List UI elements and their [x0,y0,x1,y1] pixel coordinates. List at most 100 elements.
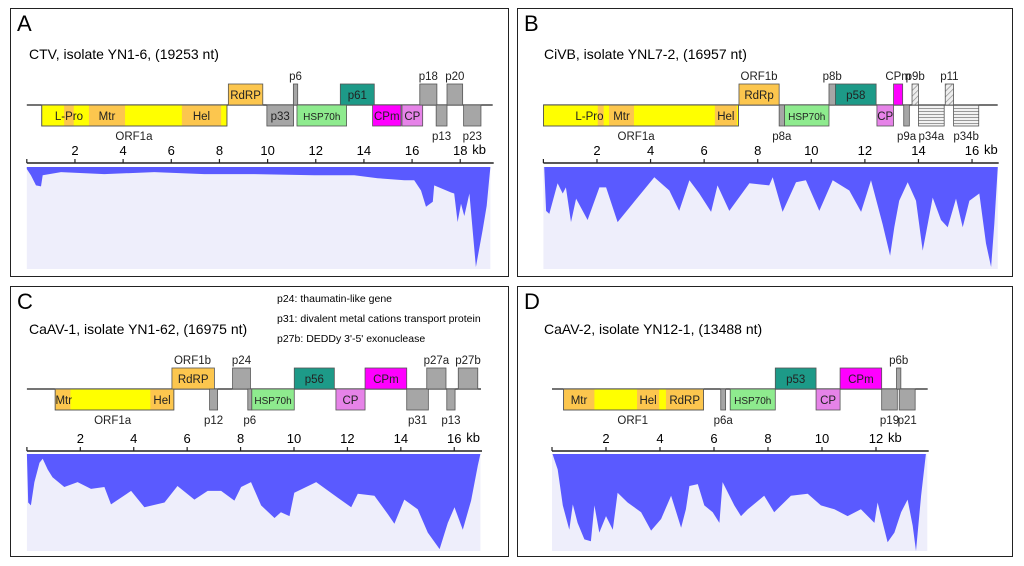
axis-tick-label: 8 [216,143,223,158]
gene-box [426,367,447,390]
axis-tick-label: 12 [340,431,354,446]
orf-label: ORF1a [94,415,132,427]
gene-box [893,83,904,106]
axis-unit-label: kb [466,430,480,445]
gene-label: RdRP [178,374,209,386]
gene-label: p9a [897,131,917,143]
axis-tick-label: 2 [77,431,84,446]
gene-box [828,83,836,106]
note-p24: p24: thaumatin-like gene [277,293,392,305]
gene-rdrp: RdRp [738,83,780,106]
gene-box [171,367,215,390]
axis-tick-label: 8 [764,431,771,446]
axis-tick-label: 10 [287,431,301,446]
note-p27b: p27b: DEDDy 3'-5' exonuclease [277,333,426,345]
domain-shade [181,105,222,126]
gene-label: HSP70h [788,112,825,123]
gene-box [247,388,253,411]
gene-label: p8b [823,71,842,83]
gene-orf1a: L-Pro Mtr Hel [542,104,739,127]
gene-label: p34b [953,131,979,143]
gene-box [446,388,456,411]
gene-box [457,367,479,390]
gene-orf1a: L-Pro Mtr Hel [41,104,228,127]
gene-box [898,388,916,411]
gene-box [209,388,219,411]
gene-label: HSP70h [254,396,291,407]
gene-box [335,388,366,411]
domain-shade [88,105,126,126]
gene-box [835,83,877,106]
panel-subtitle: CTV, isolate YN1-6, (19253 nt) [29,46,219,62]
domain-shade [637,389,660,410]
panel-subtitle: CaAV-1, isolate YN1-62, (16975 nt) [29,321,248,337]
gene-label: p21 [898,415,917,427]
axis-tick-label: 8 [237,431,244,446]
gene-label: CPm [848,374,874,386]
gene-label: p6a [714,415,734,427]
gene-box [232,367,251,390]
gene-p6b: p6b [889,355,908,390]
axis-unit-label: kb [472,142,486,157]
gene-label: p13 [432,131,451,143]
gene-box [918,104,945,127]
gene-box [896,367,902,390]
gene-label: CP [877,111,893,123]
gene-box [364,367,408,390]
panel-letter: D [524,289,540,314]
gene-cpm: CPm [885,71,911,106]
gene-box [876,104,894,127]
gene-p23: p23 [463,104,482,143]
axis-tick-label: 12 [858,143,872,158]
axis-tick-label: 12 [309,143,323,158]
axis-tick-label: 14 [357,143,371,158]
domain-shade [64,105,74,126]
axis-tick-label: 6 [701,143,708,158]
gene-label: p24 [232,355,252,367]
coverage-area [26,454,481,550]
gene-p19: p19 [880,388,899,427]
gene-cp: CP [815,388,841,411]
gene-label: CPm [373,374,399,386]
panel-letter: C [17,289,33,314]
gene-box [815,388,841,411]
axis-unit-label: kb [984,142,998,157]
domain-label: Hel [717,111,734,123]
note-p31: p31: divalent metal cations transport pr… [277,313,481,325]
gene-box [401,104,424,127]
gene-p34a: p34a [918,104,945,143]
orf-label: ORF1b [174,355,211,367]
gene-p13: p13 [441,388,461,427]
gene-box [446,83,464,106]
gene-box [296,104,347,127]
panel-b: B CiVB, isolate YNL7-2, (16957 nt) L-Pro… [517,8,1013,277]
axis-tick-label: 2 [593,143,600,158]
orf-label: ORF1 [617,415,648,427]
gene-p56: p56 [293,367,335,390]
gene-hsp70h: HSP70h [296,104,347,127]
axis-tick-label: 8 [754,143,761,158]
gene-label: p12 [204,415,223,427]
gene-box [251,388,295,411]
gene-p27b: p27b [455,355,481,390]
panel-c: C CaAV-1, isolate YN1-62, (16975 nt) p24… [10,286,509,557]
axis-tick-label: 10 [815,431,829,446]
gene-cp: CP [401,104,424,127]
gene-label: p33 [271,111,290,123]
gene-p6: p6 [289,71,302,106]
gene-cpm: CPm [839,367,883,390]
panel-a: A CTV, isolate YN1-6, (19253 nt) L-Pro Mt… [10,8,509,277]
panel-letter: A [17,11,32,36]
gene-label: p9b [906,71,925,83]
axis-tick-label: 4 [120,143,127,158]
gene-p8b: p8b [823,71,842,106]
domain-label: Hel [193,111,210,123]
domain-label: L-Pro [575,111,603,123]
domain-label: Mtr [571,395,588,407]
gene-label: CP [404,111,420,123]
domain-label: Mtr [613,111,630,123]
gene-p34b: p34b [953,104,980,143]
gene-label: p6b [889,355,908,367]
gene-box [542,104,739,127]
